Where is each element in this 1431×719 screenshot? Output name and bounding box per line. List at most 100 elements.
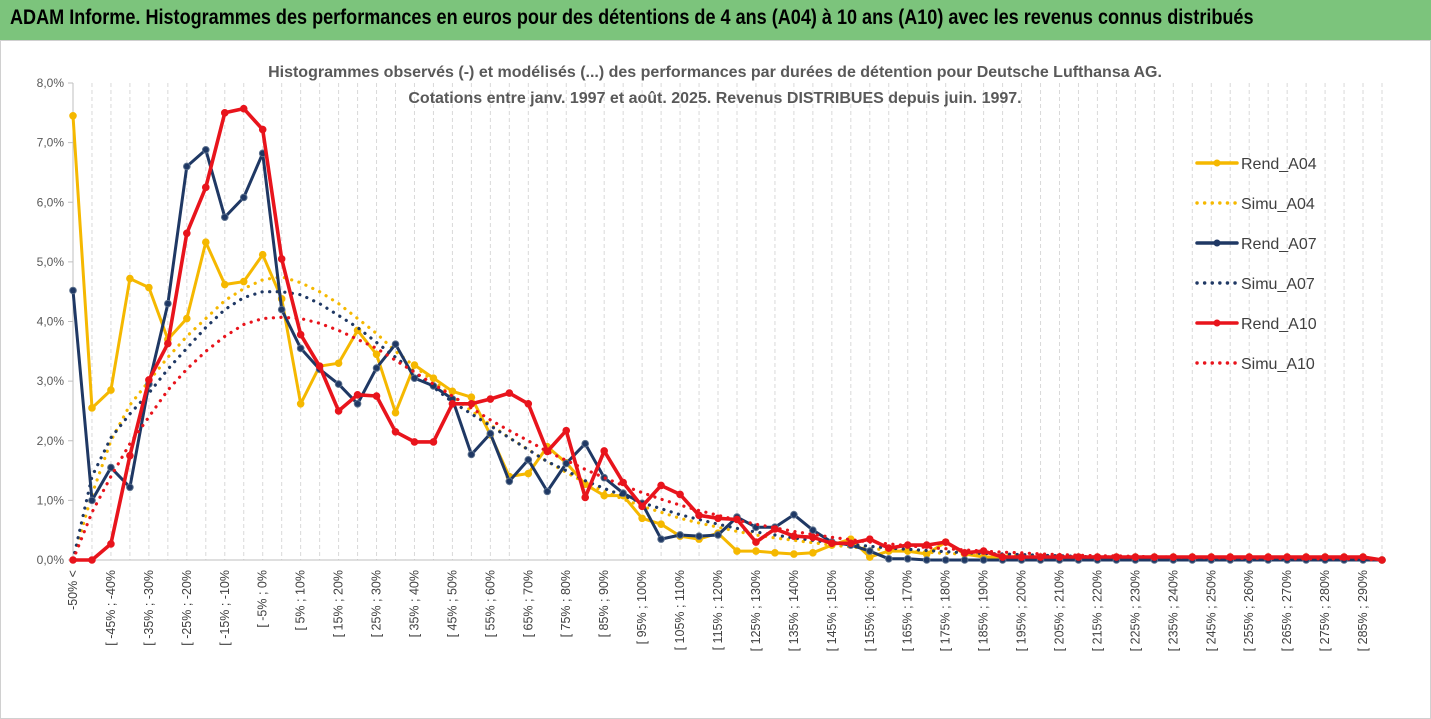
y-tick-label: 2,0% — [37, 434, 65, 448]
x-tick-label: [ -35% ; -30% — [142, 570, 156, 646]
data-point-rend_a07 — [126, 483, 134, 492]
data-point-rend_a07 — [410, 374, 419, 382]
x-tick-label: [ 65% ; 70% — [521, 570, 535, 637]
y-axis-ticks: 0,0% 1,0% 2,0% 3,0% 4,0% 5,0% 6,0% 7,0% 8,0% — [37, 76, 73, 567]
x-tick-label: [ 165% ; 170% — [901, 570, 915, 651]
x-tick-label: [ 25% ; 30% — [370, 570, 384, 637]
data-point-rend_a10 — [752, 538, 760, 546]
x-tick-label: [ 45% ; 50% — [445, 570, 459, 637]
data-point-rend_a10 — [581, 493, 590, 502]
x-tick-label: [ 185% ; 190% — [977, 570, 991, 651]
data-point-rend_a10 — [88, 556, 96, 564]
data-point-rend_a10 — [239, 104, 248, 113]
data-point-rend_a04 — [334, 359, 343, 368]
data-point-rend_a04 — [657, 520, 665, 529]
data-point-rend_a07 — [524, 456, 533, 464]
data-point-rend_a07 — [107, 463, 115, 472]
x-tick-label: [ 225% ; 230% — [1128, 570, 1142, 651]
x-tick-label: [ 35% ; 40% — [407, 570, 421, 637]
report-banner: ADAM Informe. Histogrammes des performan… — [0, 0, 1431, 41]
data-point-rend_a10 — [372, 392, 381, 400]
legend-label: Rend_A10 — [1241, 316, 1317, 333]
series-line-simu_a04 — [71, 275, 1384, 562]
data-point-rend_a04 — [183, 314, 191, 323]
chart-axes — [72, 83, 1382, 561]
data-point-rend_a04 — [600, 491, 608, 500]
x-tick-label: [ -5% ; 0% — [256, 570, 270, 628]
data-point-rend_a07 — [790, 510, 798, 519]
data-point-rend_a10 — [657, 481, 665, 490]
legend-label: Rend_A04 — [1241, 156, 1317, 173]
x-tick-label: [ 265% ; 270% — [1280, 570, 1294, 651]
data-point-rend_a10 — [486, 395, 495, 403]
x-tick-label: [ -15% ; -10% — [218, 570, 232, 646]
x-tick-label: [ 135% ; 140% — [787, 570, 801, 651]
chart-title-line: Histogrammes observés (-) et modélisés (… — [268, 64, 1162, 81]
data-point-rend_a10 — [828, 539, 836, 548]
data-point-rend_a10 — [429, 438, 438, 446]
data-point-rend_a04 — [69, 111, 77, 120]
report-title: ADAM Informe. Histogrammes des performan… — [10, 6, 1254, 29]
data-point-rend_a10 — [201, 183, 210, 192]
chart-title-line: Cotations entre janv. 1997 et août. 2025… — [408, 90, 1021, 107]
data-point-rend_a10 — [164, 339, 172, 348]
data-point-rend_a10 — [505, 389, 514, 397]
x-tick-label: [ 245% ; 250% — [1204, 570, 1218, 651]
x-tick-label: [ 145% ; 150% — [825, 570, 839, 651]
data-point-rend_a07 — [809, 526, 817, 534]
x-tick-label: [ 125% ; 130% — [749, 570, 763, 651]
data-point-rend_a10 — [315, 362, 324, 371]
data-point-rend_a04 — [372, 350, 381, 359]
x-tick-label: [ 285% ; 290% — [1356, 570, 1370, 651]
data-point-rend_a04 — [220, 280, 229, 289]
legend-label: Simu_A10 — [1241, 356, 1315, 373]
data-point-rend_a07 — [884, 555, 893, 563]
x-tick-label: [ -25% ; -20% — [180, 570, 194, 646]
data-point-rend_a10 — [562, 426, 571, 435]
series-line-rend_a07 — [71, 148, 1384, 562]
data-point-rend_a04 — [107, 386, 115, 394]
data-point-rend_a10 — [790, 532, 798, 540]
data-point-rend_a07 — [562, 459, 571, 468]
y-tick-label: 4,0% — [37, 315, 65, 329]
x-tick-label: [ 275% ; 280% — [1318, 570, 1332, 651]
legend-marker — [1213, 159, 1221, 167]
data-point-rend_a10 — [126, 451, 134, 460]
data-point-rend_a07 — [543, 487, 552, 496]
data-point-rend_a07 — [183, 162, 191, 171]
data-point-rend_a10 — [467, 399, 476, 408]
x-tick-label: [ 215% ; 220% — [1090, 570, 1104, 651]
data-point-rend_a10 — [107, 540, 115, 548]
data-point-rend_a07 — [201, 145, 210, 154]
legend-marker — [1213, 239, 1221, 247]
data-point-rend_a07 — [220, 213, 229, 221]
data-point-rend_a07 — [903, 555, 912, 563]
data-point-rend_a10 — [353, 391, 362, 399]
data-point-rend_a10 — [391, 428, 400, 436]
data-point-rend_a04 — [391, 408, 400, 417]
data-point-rend_a10 — [884, 544, 893, 552]
data-point-rend_a04 — [88, 404, 96, 412]
data-point-rend_a07 — [239, 193, 248, 202]
y-tick-label: 0,0% — [37, 553, 65, 567]
data-point-rend_a07 — [941, 556, 950, 564]
data-point-rend_a07 — [486, 429, 495, 438]
data-point-rend_a04 — [790, 550, 798, 558]
series-line-simu_a10 — [71, 315, 1384, 562]
data-point-rend_a10 — [619, 478, 627, 487]
data-point-rend_a07 — [88, 496, 96, 505]
data-point-rend_a10 — [960, 549, 969, 557]
data-point-rend_a07 — [467, 450, 476, 459]
x-tick-label: [ 5% ; 10% — [294, 570, 308, 630]
x-tick-label: [ 205% ; 210% — [1052, 570, 1066, 651]
data-point-rend_a07 — [505, 477, 514, 486]
data-point-rend_a07 — [391, 340, 400, 348]
chart-legend: Rend_A04 Simu_A04 Rend_A07 Simu_A07 Rend_A10… — [1195, 156, 1317, 373]
chart-frame: Histogrammes observés (-) et modélisés (… — [0, 40, 1431, 719]
data-point-rend_a10 — [941, 538, 950, 546]
histogram-chart: Histogrammes observés (-) et modélisés (… — [37, 64, 1386, 651]
data-point-rend_a10 — [1074, 553, 1083, 561]
data-point-rend_a10 — [922, 541, 931, 549]
data-point-rend_a10 — [448, 399, 457, 408]
data-point-rend_a10 — [600, 447, 608, 455]
